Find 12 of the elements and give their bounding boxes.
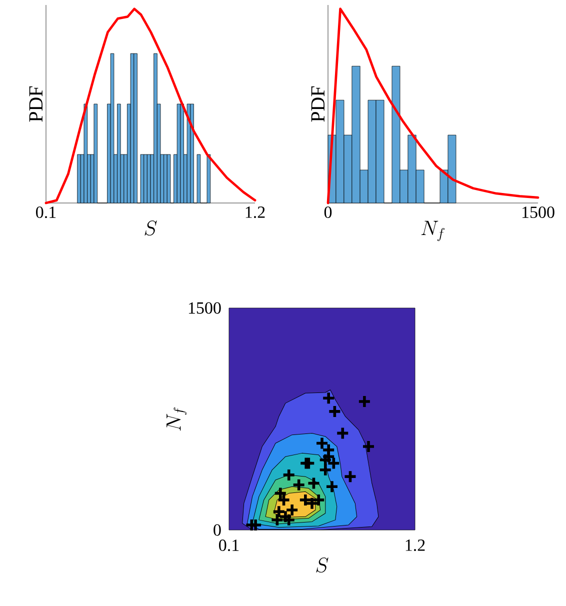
x-tick-label: 1500	[522, 206, 554, 218]
x-tick-label: 0	[324, 206, 332, 218]
x-tick-label: 1.2	[246, 206, 265, 218]
y-axis-title: $N_f$	[166, 408, 187, 431]
x-axis-title: $S$	[144, 220, 157, 236]
x-tick-label: 0.1	[36, 206, 56, 218]
x-axis-title: $S$	[316, 558, 328, 573]
y-axis-title: PDF	[311, 86, 324, 122]
y-axis-title: PDF	[29, 86, 42, 122]
x-tick-label: 1.2	[406, 540, 425, 552]
x-axis-title: $N_f$	[421, 220, 444, 242]
x-tick-label: 0.1	[219, 540, 239, 552]
